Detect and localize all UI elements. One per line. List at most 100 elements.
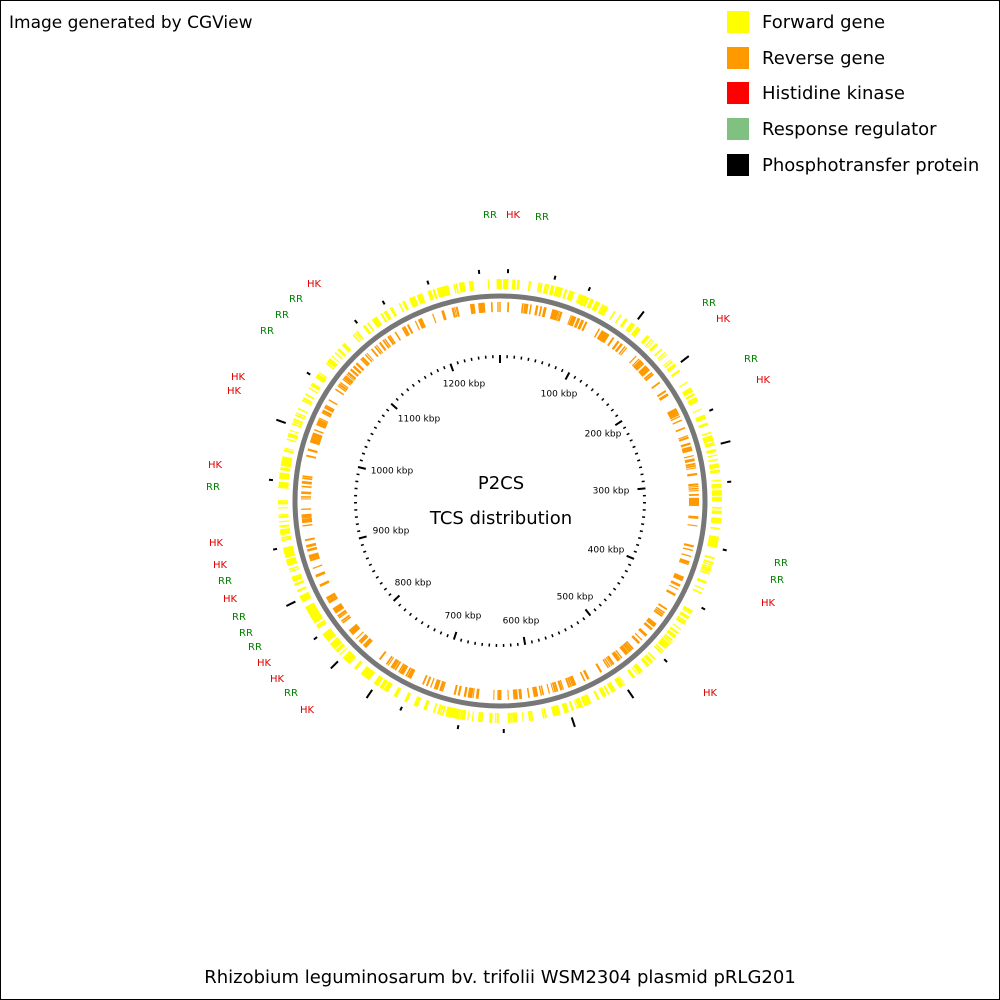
ruler-minor-tick (377, 420, 381, 424)
forward-gene (648, 342, 659, 353)
forward-gene (633, 663, 643, 674)
forward-gene (346, 654, 357, 665)
ruler-minor-tick (632, 445, 636, 449)
forward-gene (376, 677, 384, 687)
ruler-minor-tick (635, 543, 640, 547)
outer-tick (663, 658, 668, 663)
reverse-gene (601, 333, 610, 344)
reverse-gene (551, 309, 557, 320)
callout-label: HK (506, 210, 521, 221)
forward-gene (710, 526, 721, 530)
reverse-gene (688, 487, 699, 490)
forward-gene (701, 431, 712, 437)
reverse-gene (538, 685, 543, 696)
forward-gene (672, 623, 682, 631)
ruler-label: 200 kbp (585, 430, 622, 440)
forward-gene (291, 573, 302, 580)
reverse-gene (634, 632, 643, 641)
reverse-gene (685, 462, 696, 467)
reverse-gene (304, 537, 315, 542)
reverse-gene (301, 515, 312, 519)
forward-gene (427, 289, 435, 301)
forward-gene (640, 334, 650, 345)
reverse-gene (435, 679, 441, 690)
forward-gene (527, 280, 532, 292)
ruler-minor-tick (470, 357, 473, 361)
forward-gene (631, 666, 639, 676)
reverse-gene (653, 609, 663, 618)
forward-gene (704, 554, 715, 560)
outer-tick (720, 440, 731, 445)
forward-gene (362, 324, 372, 335)
reverse-gene (364, 639, 373, 649)
forward-gene (279, 524, 290, 528)
forward-gene (292, 575, 303, 583)
reverse-gene (333, 604, 344, 613)
forward-gene (289, 429, 300, 434)
reverse-gene (375, 344, 384, 354)
reverse-gene (534, 305, 539, 316)
forward-gene (418, 293, 426, 304)
ruler-minor-tick (579, 379, 583, 383)
ruler-minor-tick (573, 375, 577, 380)
forward-gene (529, 710, 534, 721)
forward-gene (308, 607, 319, 616)
forward-gene (423, 699, 430, 711)
forward-gene (309, 609, 320, 618)
forward-gene (627, 668, 636, 679)
callout-label: RR (774, 558, 788, 569)
forward-gene (283, 449, 294, 454)
reverse-gene (523, 303, 526, 314)
forward-gene (371, 317, 381, 329)
ruler-minor-tick (406, 388, 410, 392)
forward-gene (282, 456, 293, 461)
reverse-gene (463, 686, 468, 698)
reverse-gene (675, 426, 686, 433)
ruler-label: 1000 kbp (371, 467, 414, 477)
reverse-gene (384, 338, 392, 348)
forward-gene (316, 619, 326, 627)
caption: Rhizobium leguminosarum bv. trifolii WSM… (204, 967, 796, 988)
forward-gene (682, 388, 694, 397)
forward-gene (307, 606, 317, 613)
reverse-gene (407, 668, 414, 678)
ruler-minor-tick (456, 361, 459, 365)
ruler-major-tick (357, 466, 367, 470)
forward-gene (580, 695, 588, 707)
forward-gene (287, 432, 299, 440)
reverse-gene (360, 358, 369, 367)
legend-swatch (727, 118, 749, 140)
reverse-gene (683, 543, 694, 548)
forward-gene (279, 528, 291, 533)
reverse-gene (451, 307, 456, 318)
forward-gene (467, 710, 470, 721)
outer-tick (306, 371, 311, 376)
forward-gene (606, 682, 615, 693)
ruler-minor-tick (386, 408, 390, 412)
ruler-minor-tick (365, 557, 370, 560)
ruler-major-tick (390, 402, 398, 410)
reverse-gene (439, 680, 445, 692)
outer-tick (381, 300, 386, 305)
forward-gene (413, 296, 419, 306)
forward-gene (695, 415, 707, 423)
forward-gene (543, 708, 548, 719)
reverse-gene (577, 319, 585, 330)
reverse-gene (398, 663, 405, 673)
forward-gene (702, 561, 713, 566)
reverse-gene (625, 640, 634, 650)
callout-label: HK (257, 658, 272, 669)
outer-tick (637, 310, 645, 321)
reverse-gene (316, 422, 327, 429)
forward-gene (568, 700, 575, 712)
ruler-minor-tick (368, 563, 373, 567)
forward-gene (576, 697, 584, 708)
reverse-gene (557, 680, 563, 691)
reverse-gene (401, 327, 408, 337)
outer-tick (708, 408, 714, 412)
reverse-gene (390, 658, 399, 669)
reverse-gene (453, 684, 458, 695)
ruler-minor-tick (460, 638, 463, 642)
callout-label: RR (218, 576, 232, 587)
